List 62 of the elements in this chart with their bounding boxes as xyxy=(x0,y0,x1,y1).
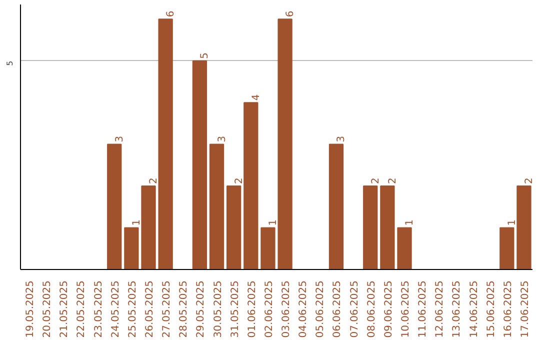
data-label: 2 xyxy=(524,178,535,184)
bar xyxy=(192,60,208,270)
data-label: 1 xyxy=(268,219,279,226)
x-tick-label: 08.06.2025 xyxy=(366,280,378,338)
x-tick-label: 29.05.2025 xyxy=(196,280,207,338)
x-tick-label: 21.05.2025 xyxy=(59,280,70,338)
x-tick-label: 12.06.2025 xyxy=(434,280,446,338)
bar xyxy=(124,227,139,270)
bar xyxy=(380,186,395,270)
bar xyxy=(328,144,344,270)
data-label: 3 xyxy=(114,136,126,142)
x-tick-label: 05.06.2025 xyxy=(315,280,326,338)
data-label: 2 xyxy=(148,178,160,184)
data-label: 1 xyxy=(131,219,142,226)
data-label: 2 xyxy=(234,178,245,184)
bar xyxy=(107,144,122,270)
x-tick-label: 19.05.2025 xyxy=(25,280,36,338)
bar xyxy=(278,18,292,270)
bar xyxy=(158,18,173,270)
data-label: 3 xyxy=(216,136,228,142)
data-label: 5 xyxy=(200,52,211,59)
x-tick-label: 17.06.2025 xyxy=(520,280,531,338)
x-tick-label: 24.05.2025 xyxy=(110,280,122,338)
x-tick-label: 23.05.2025 xyxy=(93,280,104,338)
x-tick-label: 02.06.2025 xyxy=(264,280,275,338)
data-label: 1 xyxy=(404,219,416,226)
bar xyxy=(209,144,224,270)
x-tick-label: 01.06.2025 xyxy=(246,280,258,338)
bar xyxy=(244,102,258,270)
x-tick-label: 27.05.2025 xyxy=(162,280,173,338)
data-label: 2 xyxy=(370,178,382,184)
x-tick-label: 26.05.2025 xyxy=(144,280,156,338)
data-label: 4 xyxy=(250,94,262,101)
x-tick-label: 06.06.2025 xyxy=(332,280,344,338)
x-tick-label: 03.06.2025 xyxy=(281,280,292,338)
bar xyxy=(500,227,514,270)
x-tick-label: 16.06.2025 xyxy=(502,280,514,338)
data-label: 6 xyxy=(166,10,177,18)
bar xyxy=(141,186,156,270)
data-label: 6 xyxy=(285,10,296,18)
x-tick-label: 28.05.2025 xyxy=(178,280,190,338)
x-tick-label: 30.05.2025 xyxy=(212,280,224,338)
x-tick-label: 15.06.2025 xyxy=(486,280,497,338)
data-label: 3 xyxy=(336,136,348,142)
bar xyxy=(363,186,378,270)
x-tick-label: 11.06.2025 xyxy=(418,280,429,338)
x-tick-label: 09.06.2025 xyxy=(383,280,394,338)
bar xyxy=(260,227,276,270)
x-tick-label: 07.06.2025 xyxy=(349,280,360,338)
data-label: 1 xyxy=(506,219,518,226)
bar xyxy=(226,186,242,270)
x-tick-label: 10.06.2025 xyxy=(400,280,412,338)
x-tick-label: 14.06.2025 xyxy=(468,280,480,338)
x-tick-label: 25.05.2025 xyxy=(127,280,138,338)
x-tick-label: 04.06.2025 xyxy=(298,280,310,338)
x-tick-label: 13.06.2025 xyxy=(452,280,463,338)
x-tick-label: 20.05.2025 xyxy=(42,280,54,338)
x-tick-label: 22.05.2025 xyxy=(76,280,88,338)
bar xyxy=(397,227,412,270)
data-label: 2 xyxy=(387,178,398,184)
x-tick-label: 31.05.2025 xyxy=(230,280,241,338)
bar xyxy=(516,186,532,270)
